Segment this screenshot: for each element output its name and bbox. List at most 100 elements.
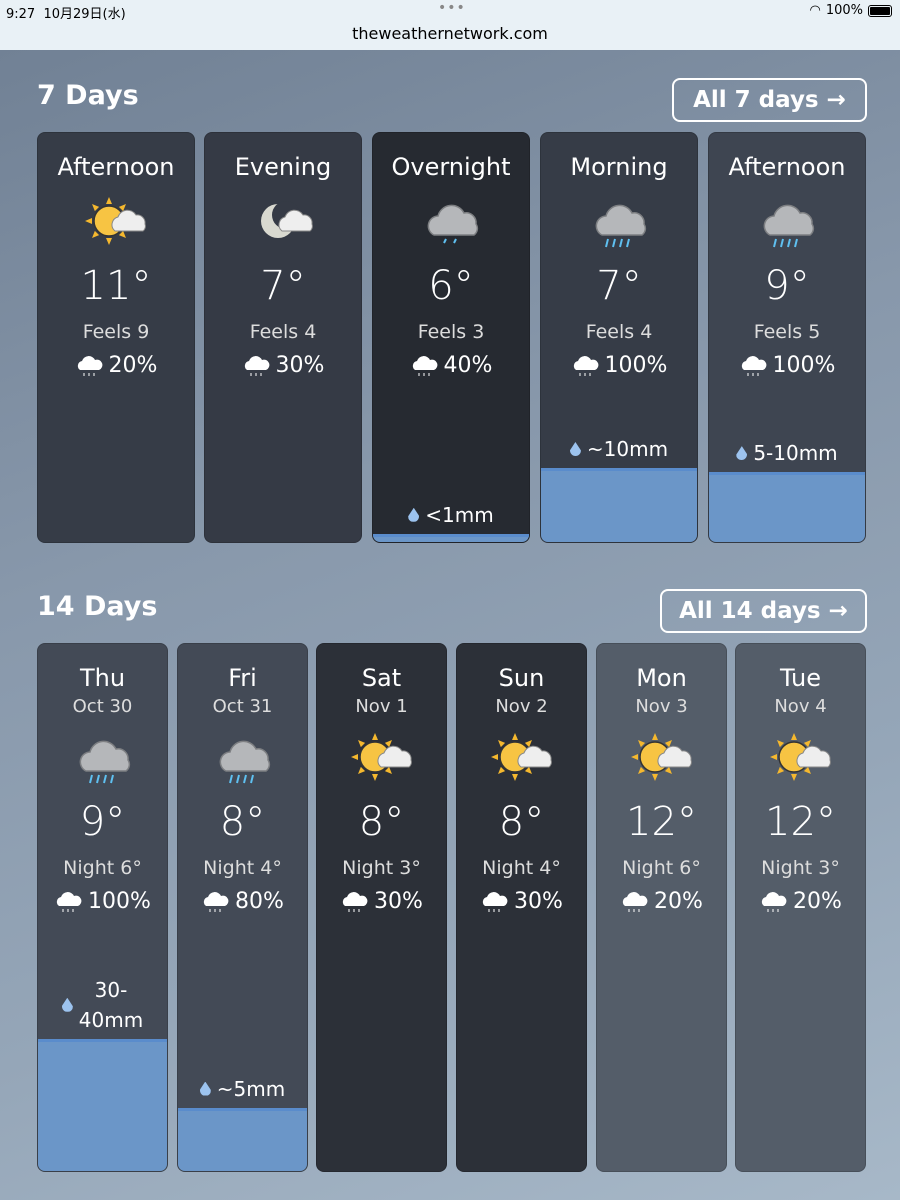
night-temperature: Night 6° (622, 857, 701, 879)
precip-probability: 80% (178, 889, 307, 914)
night-temperature: Night 3° (342, 857, 421, 879)
card-label: Fri (228, 664, 257, 692)
tab-dots-icon[interactable]: ••• (438, 0, 466, 16)
day-card[interactable]: Thu Oct 30 9° Night 6° 100% 30- 40mm (37, 643, 168, 1172)
period-card[interactable]: Overnight 6° Feels 3 40% <1mm (372, 132, 530, 543)
pop-value: 20% (108, 353, 158, 378)
rain-amount-value: 30- 40mm (78, 977, 144, 1032)
button-label: All 7 days (693, 87, 819, 113)
rain-cloud-icon (761, 891, 787, 912)
card-label: Afternoon (728, 153, 846, 181)
precip-probability: 20% (736, 889, 865, 914)
card-label: Overnight (391, 153, 511, 181)
rain-cloud-icon (741, 355, 766, 376)
night-temperature: Night 4° (482, 857, 561, 879)
card-date: Oct 30 (72, 696, 133, 717)
feels-like: Feels 9 (82, 321, 150, 343)
rain-cloud-icon (412, 355, 437, 376)
feels-like: Feels 5 (753, 321, 821, 343)
sun-cloud-icon (766, 727, 836, 787)
day-card[interactable]: Sun Nov 2 8° Night 4° 30% (456, 643, 587, 1172)
rain-amount: 5-10mm (709, 438, 865, 468)
raindrop-icon (736, 446, 748, 461)
precip-probability: 100% (541, 353, 697, 378)
card-date: Nov 4 (774, 696, 827, 717)
rain-amount: ~10mm (541, 434, 697, 464)
temperature: 8° (358, 799, 405, 845)
card-label: Tue (780, 664, 821, 692)
pop-value: 30% (374, 889, 423, 914)
pop-value: 80% (235, 889, 284, 914)
url-bar[interactable]: theweathernetwork.com (352, 24, 548, 43)
period-card[interactable]: Morning 7° Feels 4 100% ~10mm (540, 132, 698, 543)
sun-cloud-icon (81, 191, 151, 251)
rain-amount-bar (373, 533, 529, 542)
precip-probability: 30% (317, 889, 446, 914)
pop-value: 40% (443, 353, 493, 378)
precip-probability: 20% (38, 353, 194, 378)
temperature: 11° (80, 263, 152, 309)
card-label: Evening (234, 153, 332, 181)
rain-amount: 30- 40mm (38, 975, 167, 1035)
rain-amount-value: 5-10mm (753, 441, 838, 466)
browser-status-bar: 9:27 10月29日(水) ••• ◠ 100% theweathernetwo… (0, 0, 900, 50)
sun-cloud-icon (627, 727, 697, 787)
card-label: Mon (636, 664, 687, 692)
battery-icon (868, 4, 892, 17)
period-card[interactable]: Afternoon 9° Feels 5 100% 5-10mm (708, 132, 866, 543)
cloud-rain-icon (584, 191, 654, 251)
sun-cloud-icon (487, 727, 557, 787)
all-7-days-button[interactable]: All 7 days → (672, 78, 867, 122)
rain-amount-bar (38, 1038, 167, 1171)
precip-probability: 40% (373, 353, 529, 378)
rain-cloud-icon (342, 891, 368, 912)
temperature: 7° (596, 263, 642, 309)
pop-value: 30% (514, 889, 563, 914)
period-card[interactable]: Afternoon 11° Feels 9 20% (37, 132, 195, 543)
pop-value: 100% (604, 353, 668, 378)
wifi-icon: ◠ (809, 3, 821, 18)
rain-amount-value: ~10mm (586, 437, 669, 462)
raindrop-icon (408, 507, 420, 522)
card-date: Nov 3 (635, 696, 688, 717)
rain-cloud-icon (56, 891, 82, 912)
day-card[interactable]: Fri Oct 31 8° Night 4° 80% ~5mm (177, 643, 308, 1172)
feels-like: Feels 3 (417, 321, 485, 343)
temperature: 7° (260, 263, 306, 309)
day-card[interactable]: Sat Nov 1 8° Night 3° 30% (316, 643, 447, 1172)
day-card[interactable]: Tue Nov 4 12° Night 3° 20% (735, 643, 866, 1172)
rain-amount-value: <1mm (425, 502, 494, 527)
arrow-right-icon: → (826, 87, 846, 113)
precip-probability: 30% (457, 889, 586, 914)
cloud-rain-icon (208, 727, 278, 787)
card-label: Afternoon (57, 153, 175, 181)
cloud-rain-icon (752, 191, 822, 251)
rain-amount: ~5mm (178, 1074, 307, 1104)
cloud-rain-icon (68, 727, 138, 787)
temperature: 9° (79, 799, 126, 845)
rain-amount: <1mm (373, 500, 529, 530)
battery-percent: 100% (825, 3, 863, 18)
precip-probability: 100% (38, 889, 167, 914)
temperature: 12° (626, 799, 697, 845)
rain-amount-bar (178, 1107, 307, 1171)
rain-amount-bar (709, 472, 865, 542)
period-card[interactable]: Evening 7° Feels 4 30% (204, 132, 362, 543)
button-label: All 14 days (679, 598, 821, 624)
temperature: 12° (765, 799, 836, 845)
night-temperature: Night 6° (63, 857, 142, 879)
temperature: 8° (498, 799, 545, 845)
card-date: Oct 31 (212, 696, 273, 717)
rain-cloud-icon (573, 355, 598, 376)
night-temperature: Night 3° (761, 857, 840, 879)
all-14-days-button[interactable]: All 14 days → (660, 589, 867, 633)
moon-cloud-icon (248, 191, 318, 251)
card-label: Thu (79, 664, 126, 692)
feels-like: Feels 4 (249, 321, 317, 343)
rain-cloud-icon (77, 355, 102, 376)
night-temperature: Night 4° (203, 857, 282, 879)
pop-value: 20% (654, 889, 703, 914)
day-card[interactable]: Mon Nov 3 12° Night 6° 20% (596, 643, 727, 1172)
card-label: Sun (498, 664, 545, 692)
section-title-14-days: 14 Days (37, 591, 158, 622)
